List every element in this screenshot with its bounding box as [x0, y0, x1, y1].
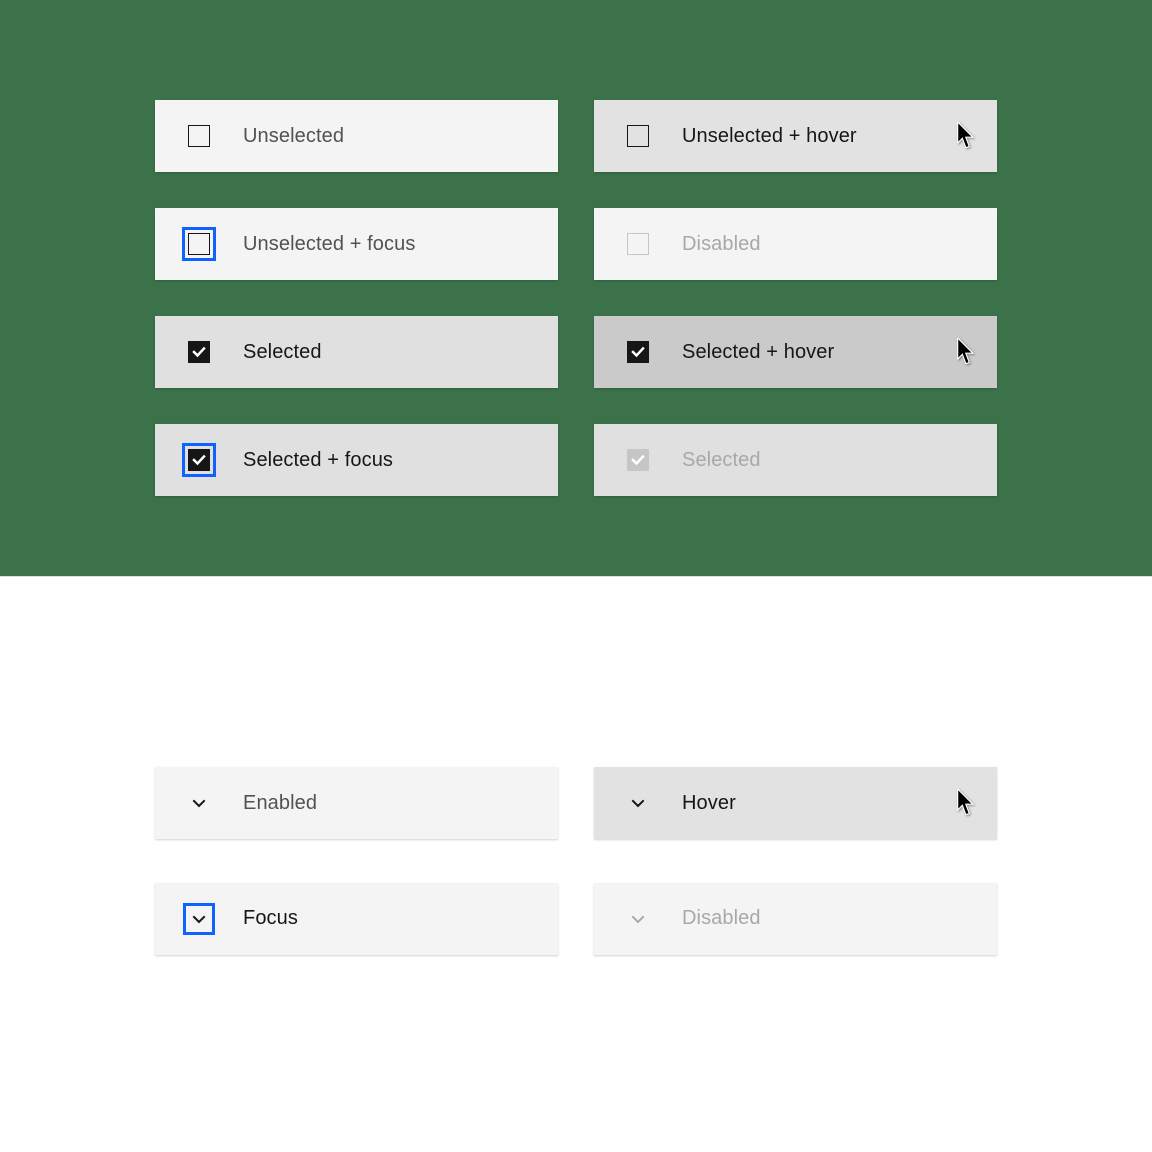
checkbox-control[interactable] [622, 120, 654, 152]
dropdown-row-disabled: Disabled [594, 883, 997, 955]
cursor-icon [957, 789, 977, 817]
checkbox-row-unselected-hover[interactable]: Unselected + hover [594, 100, 997, 172]
dropdown-row-focus[interactable]: Focus [155, 883, 558, 955]
chevron-down-icon[interactable] [183, 787, 215, 819]
chevron-down-icon [622, 903, 654, 935]
checkbox-control [622, 228, 654, 260]
checkbox-control [622, 444, 654, 476]
dropdown-label: Focus [243, 907, 298, 930]
checkbox-states-panel: Unselected Unselected + hover Unselected… [0, 0, 1152, 576]
checkbox-row-selected-focus[interactable]: Selected + focus [155, 424, 558, 496]
checkbox-row-selected[interactable]: Selected [155, 316, 558, 388]
checkbox-control[interactable] [183, 120, 215, 152]
checkbox-label: Selected + focus [243, 449, 393, 472]
checkbox-label: Selected + hover [682, 341, 834, 364]
checkbox-label: Selected [243, 341, 322, 364]
checkbox-control[interactable] [183, 444, 215, 476]
checkbox-row-disabled: Disabled [594, 208, 997, 280]
checkbox-row-selected-disabled: Selected [594, 424, 997, 496]
checkbox-label: Disabled [682, 233, 761, 256]
dropdown-label: Hover [682, 792, 736, 815]
chevron-down-icon[interactable] [622, 787, 654, 819]
checkbox-row-selected-hover[interactable]: Selected + hover [594, 316, 997, 388]
dropdown-row-hover[interactable]: Hover [594, 767, 997, 839]
checkbox-label: Unselected [243, 125, 344, 148]
checkbox-control[interactable] [183, 228, 215, 260]
dropdown-row-enabled[interactable]: Enabled [155, 767, 558, 839]
cursor-icon [957, 122, 977, 150]
dropdown-states-panel: Enabled Hover Focus Disabled [0, 576, 1152, 1152]
checkbox-control[interactable] [183, 336, 215, 368]
checkbox-label: Unselected + focus [243, 233, 415, 256]
chevron-down-icon[interactable] [183, 903, 215, 935]
dropdown-label: Enabled [243, 792, 317, 815]
checkbox-row-unselected[interactable]: Unselected [155, 100, 558, 172]
cursor-icon [957, 338, 977, 366]
checkbox-control[interactable] [622, 336, 654, 368]
checkbox-label: Selected [682, 449, 761, 472]
dropdown-label: Disabled [682, 907, 761, 930]
checkbox-row-unselected-focus[interactable]: Unselected + focus [155, 208, 558, 280]
checkbox-label: Unselected + hover [682, 125, 857, 148]
